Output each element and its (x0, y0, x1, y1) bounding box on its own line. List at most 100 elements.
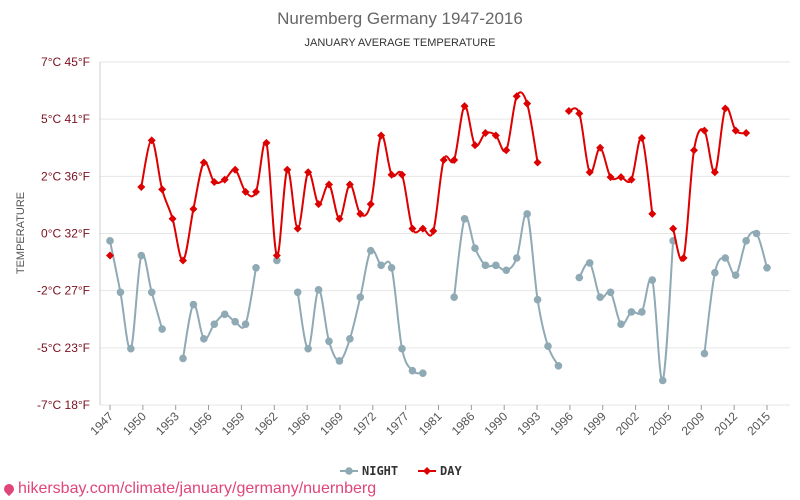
data-point (585, 259, 594, 267)
data-point (377, 131, 386, 140)
x-tick-label: 1981 (416, 409, 445, 438)
series-line (453, 212, 560, 367)
data-point (398, 344, 406, 353)
data-point (627, 175, 636, 184)
x-tick-label: 1986 (449, 409, 478, 438)
y-tick-label: 2°C 36°F (41, 169, 90, 183)
data-point (273, 256, 281, 265)
x-tick-label: 1956 (186, 409, 215, 438)
x-tick-label: 1990 (482, 409, 511, 438)
data-point (127, 344, 135, 353)
data-point (356, 293, 365, 302)
x-tick-label: 2012 (711, 409, 740, 438)
data-point (387, 264, 396, 272)
data-point (293, 288, 302, 297)
data-point (481, 129, 490, 138)
data-point (272, 251, 281, 260)
data-point (617, 320, 625, 328)
data-point (700, 126, 709, 135)
data-point (158, 185, 167, 194)
data-point (763, 264, 771, 272)
data-point (690, 146, 698, 155)
data-point (158, 325, 166, 333)
data-point (627, 308, 636, 316)
data-point (419, 369, 427, 377)
data-point (116, 288, 125, 297)
data-point (293, 224, 302, 233)
data-point (366, 246, 375, 255)
data-point (335, 214, 344, 223)
data-point (512, 254, 521, 262)
data-point (439, 156, 448, 164)
data-point (231, 165, 240, 174)
legend-item-night[interactable]: NIGHT (340, 464, 398, 478)
data-point (575, 109, 584, 118)
x-tick-labels: 1947 1950 1953 1956 1959 1962 1966 1969 1972 1977… (87, 405, 773, 438)
data-point (200, 335, 208, 343)
data-point (721, 104, 730, 113)
series-lines (106, 91, 771, 385)
data-point (648, 209, 657, 218)
data-point (325, 180, 333, 189)
data-point (346, 335, 354, 343)
data-point (241, 320, 250, 328)
data-point (544, 342, 552, 351)
chart-subtitle: JANUARY AVERAGE TEMPERATURE (305, 37, 496, 49)
data-point (585, 168, 594, 177)
x-tick-label: 1947 (87, 409, 116, 438)
data-point (669, 224, 678, 233)
data-point (106, 237, 114, 245)
data-point (742, 129, 751, 138)
y-tick-label: 5°C 41°F (41, 112, 90, 126)
series-day (106, 91, 751, 265)
data-point (231, 317, 239, 326)
x-tick-label: 1953 (153, 409, 182, 438)
chart-title: Nuremberg Germany 1947-2016 (277, 9, 523, 28)
legend-item-day[interactable]: DAY (418, 464, 462, 478)
data-point (366, 200, 375, 209)
data-point (533, 295, 542, 304)
data-point (314, 286, 323, 294)
data-point (637, 133, 646, 142)
data-point (325, 337, 333, 346)
data-point (575, 273, 584, 282)
legend-label: NIGHT (362, 464, 398, 478)
series-line (672, 106, 747, 262)
data-point (387, 170, 396, 179)
data-point (752, 229, 761, 238)
x-tick-label: 2015 (744, 409, 773, 438)
y-tick-label: -2°C 27°F (37, 284, 90, 298)
data-point (189, 300, 198, 309)
data-point (168, 214, 177, 223)
data-point (189, 205, 198, 213)
x-tick-label: 2009 (679, 409, 708, 438)
data-point (450, 293, 458, 302)
data-point (721, 254, 730, 262)
data-point (304, 344, 312, 353)
data-point (460, 215, 469, 223)
data-point (606, 173, 615, 182)
series-line (140, 91, 539, 262)
data-point (220, 310, 229, 319)
data-point (679, 254, 688, 262)
legend-marker (345, 467, 353, 475)
y-tick-label: 0°C 32°F (41, 227, 90, 241)
x-tick-label: 1962 (252, 409, 281, 438)
data-point (648, 276, 657, 284)
data-point (283, 165, 292, 174)
x-tick-label: 2002 (613, 409, 642, 438)
x-tick-label: 1996 (547, 409, 576, 438)
data-point (314, 200, 323, 209)
data-point (606, 288, 615, 297)
data-point (356, 209, 365, 218)
data-point (429, 227, 438, 236)
data-point (262, 138, 271, 147)
y-axis-label: TEMPERATURE (15, 192, 27, 274)
grid-lines (99, 61, 790, 406)
data-point (658, 376, 667, 385)
footer-link[interactable]: hikersbay.com/climate/january/germany/nu… (1, 480, 376, 498)
x-tick-label: 1959 (219, 409, 248, 438)
data-point (554, 362, 563, 370)
data-point (481, 261, 490, 270)
series-line (568, 107, 654, 215)
